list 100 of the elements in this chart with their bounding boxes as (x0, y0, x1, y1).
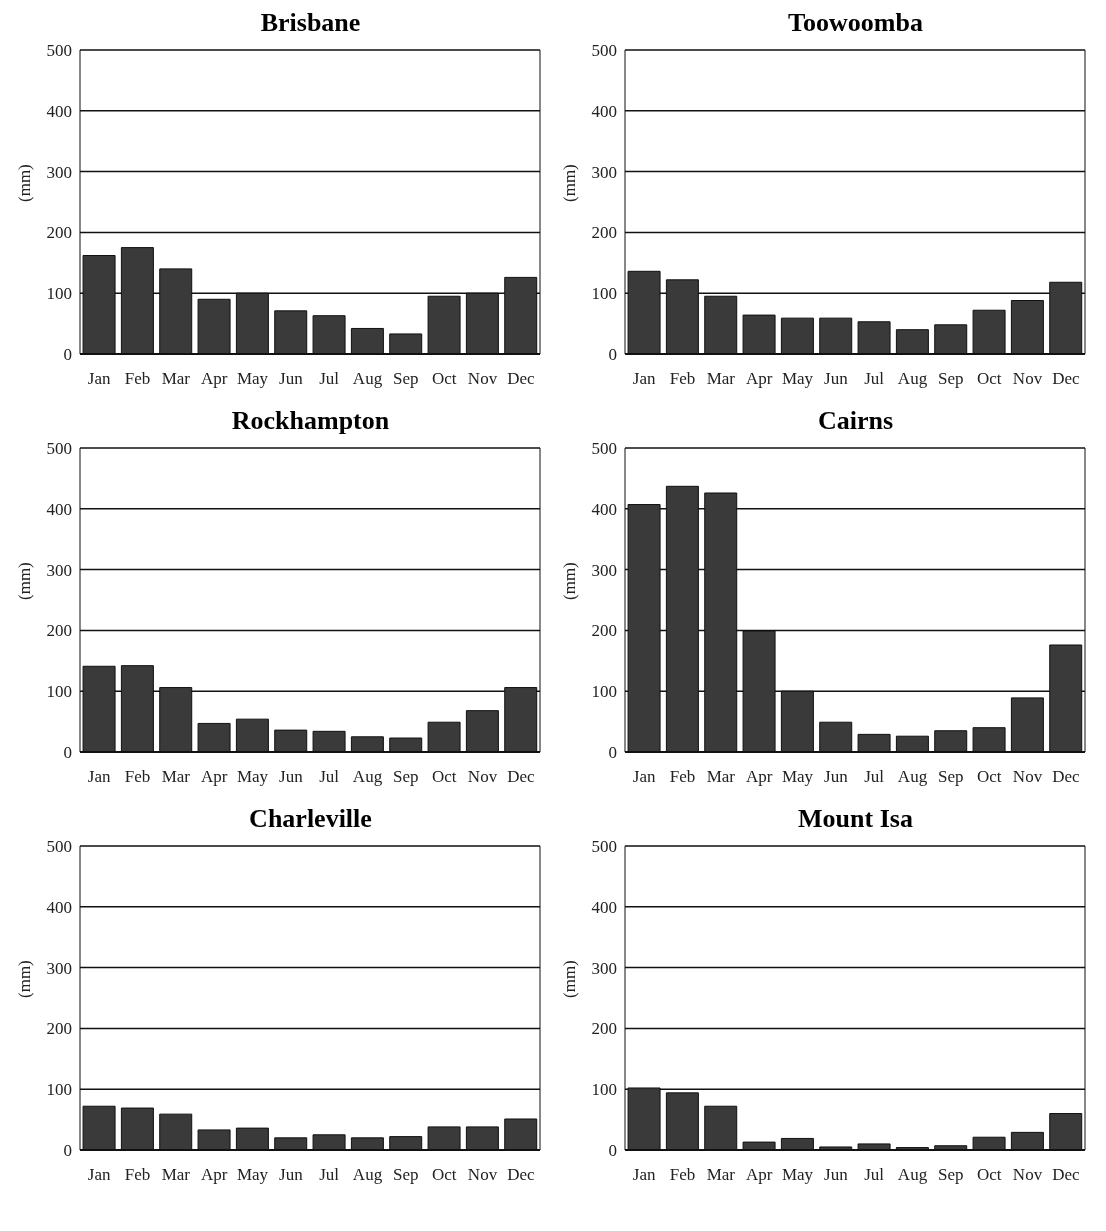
x-tick-label: Aug (897, 767, 928, 787)
x-tick-label: Jul (864, 1165, 885, 1185)
x-tick-label: Dec (507, 369, 535, 389)
x-tick-label: Jun (279, 767, 304, 787)
x-tick-label: May (781, 767, 814, 787)
x-tick-label: Feb (669, 369, 696, 389)
x-tick-label: Feb (124, 369, 151, 389)
y-tick-label: 300 (591, 162, 617, 182)
y-tick-label: 0 (63, 1141, 72, 1161)
x-tick-label: May (236, 369, 269, 389)
x-tick-label: Apr (200, 1165, 228, 1185)
x-tick-label: Mar (161, 1165, 191, 1185)
y-tick-label: 200 (46, 621, 72, 641)
y-tick-label: 0 (63, 345, 72, 365)
y-tick-label: 500 (591, 439, 617, 459)
y-tick-label: 400 (591, 897, 617, 917)
y-tick-label: 200 (46, 223, 72, 243)
x-tick-label: Oct (976, 1165, 1002, 1185)
y-axis-title: (mm) (560, 562, 580, 600)
x-tick-label: Aug (897, 1165, 928, 1185)
y-tick-label: 0 (608, 345, 617, 365)
y-tick-label: 400 (46, 499, 72, 519)
x-tick-label: Feb (669, 1165, 696, 1185)
y-axis-title: (mm) (560, 960, 580, 998)
y-tick-label: 500 (46, 439, 72, 459)
x-tick-label: Jan (87, 767, 111, 787)
x-tick-label: Aug (352, 1165, 383, 1185)
y-tick-label: 300 (591, 958, 617, 978)
chart-title: Cairns (816, 406, 895, 437)
x-tick-label: May (236, 767, 269, 787)
x-tick-label: Nov (1012, 767, 1043, 787)
y-tick-label: 100 (591, 682, 617, 702)
y-tick-label: 200 (591, 621, 617, 641)
y-tick-label: 200 (591, 1019, 617, 1039)
x-tick-label: Jan (632, 1165, 656, 1185)
x-tick-label: Jan (87, 1165, 111, 1185)
y-tick-label: 500 (591, 41, 617, 61)
chart-title: Charleville (248, 804, 373, 835)
x-tick-label: Sep (393, 369, 419, 389)
x-tick-label: Jul (319, 1165, 340, 1185)
x-tick-label: Jun (824, 1165, 849, 1185)
x-tick-label: Nov (1012, 1165, 1043, 1185)
x-tick-label: Mar (161, 767, 191, 787)
y-axis-title: (mm) (15, 164, 35, 202)
y-tick-label: 300 (46, 560, 72, 580)
x-tick-label: May (781, 1165, 814, 1185)
y-tick-label: 400 (591, 499, 617, 519)
x-tick-label: Apr (745, 1165, 773, 1185)
y-tick-label: 500 (46, 837, 72, 857)
x-tick-label: Sep (393, 1165, 419, 1185)
x-tick-label: Mar (161, 369, 191, 389)
x-tick-label: Aug (897, 369, 928, 389)
x-tick-label: Dec (1052, 1165, 1080, 1185)
x-tick-label: Sep (938, 1165, 964, 1185)
x-tick-label: May (236, 1165, 269, 1185)
x-tick-label: Feb (124, 1165, 151, 1185)
x-tick-label: Feb (124, 767, 151, 787)
x-tick-label: Oct (431, 369, 457, 389)
y-axis-title: (mm) (15, 960, 35, 998)
y-axis-title: (mm) (15, 562, 35, 600)
y-tick-label: 100 (591, 284, 617, 304)
x-tick-label: Jul (864, 767, 885, 787)
x-tick-label: Dec (507, 1165, 535, 1185)
x-tick-label: Feb (669, 767, 696, 787)
y-tick-label: 500 (46, 41, 72, 61)
x-tick-label: Jun (279, 369, 304, 389)
x-tick-label: Jan (632, 369, 656, 389)
x-tick-label: Dec (507, 767, 535, 787)
x-tick-label: Nov (467, 369, 498, 389)
x-tick-label: Jun (824, 369, 849, 389)
x-tick-label: Aug (352, 369, 383, 389)
y-tick-label: 100 (591, 1080, 617, 1100)
x-tick-label: Oct (976, 767, 1002, 787)
y-axis-title: (mm) (560, 164, 580, 202)
y-tick-label: 400 (46, 101, 72, 121)
x-tick-label: Apr (745, 767, 773, 787)
y-tick-label: 0 (63, 743, 72, 763)
x-tick-label: Dec (1052, 767, 1080, 787)
y-tick-label: 300 (46, 162, 72, 182)
y-tick-label: 300 (591, 560, 617, 580)
chart-title: Brisbane (259, 8, 362, 39)
x-tick-label: Apr (200, 767, 228, 787)
x-tick-label: Dec (1052, 369, 1080, 389)
y-tick-label: 100 (46, 1080, 72, 1100)
y-tick-label: 400 (591, 101, 617, 121)
x-tick-label: Jan (632, 767, 656, 787)
y-tick-label: 0 (608, 743, 617, 763)
x-tick-label: Sep (393, 767, 419, 787)
x-tick-label: Nov (467, 767, 498, 787)
x-tick-label: Jun (279, 1165, 304, 1185)
y-tick-label: 400 (46, 897, 72, 917)
x-tick-label: Apr (200, 369, 228, 389)
y-tick-label: 200 (591, 223, 617, 243)
x-tick-label: Sep (938, 369, 964, 389)
chart-title: Rockhampton (230, 406, 391, 437)
x-tick-label: May (781, 369, 814, 389)
x-tick-label: Mar (706, 1165, 736, 1185)
x-tick-label: Jul (319, 369, 340, 389)
x-tick-label: Jul (864, 369, 885, 389)
y-tick-label: 100 (46, 284, 72, 304)
